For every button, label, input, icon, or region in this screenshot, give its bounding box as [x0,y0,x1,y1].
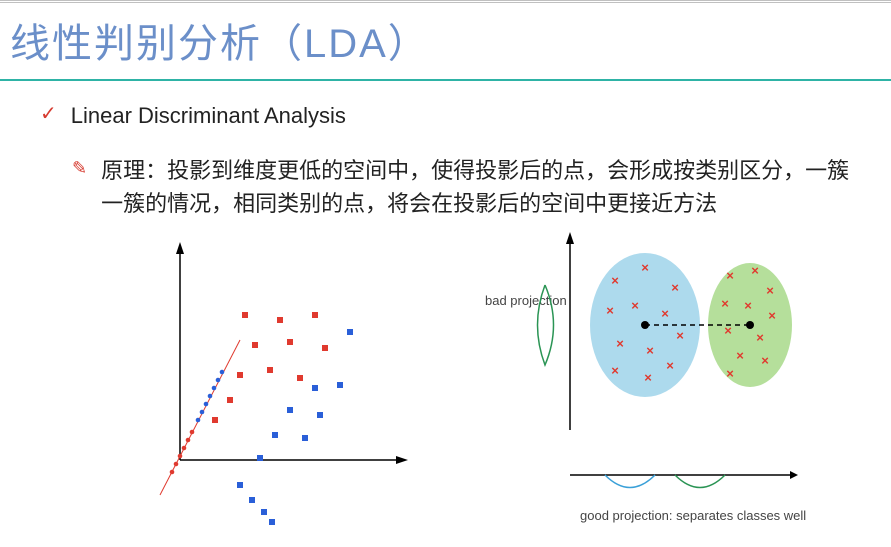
left-scatter-diagram [100,230,440,510]
svg-text:×: × [756,330,764,345]
svg-text:×: × [661,306,669,321]
svg-text:×: × [751,263,759,278]
svg-text:×: × [646,343,654,358]
bullet-2-text: 原理：投影到维度更低的空间中，使得投影后的点，会形成按类别区分，一簇一簇的情况，… [101,154,851,220]
bullet-row-2: ✎ 原理：投影到维度更低的空间中，使得投影后的点，会形成按类别区分，一簇一簇的情… [72,154,851,220]
content-area: ✓ Linear Discriminant Analysis ✎ 原理：投影到维… [0,81,891,530]
svg-text:×: × [611,363,619,378]
svg-text:×: × [766,283,774,298]
bullet-1-text: Linear Discriminant Analysis [71,99,346,132]
svg-text:×: × [671,280,679,295]
bad-projection-label: bad projection [485,293,567,308]
svg-text:×: × [631,298,639,313]
check-icon: ✓ [40,101,57,126]
svg-text:×: × [644,370,652,385]
svg-text:×: × [666,358,674,373]
svg-text:×: × [761,353,769,368]
svg-text:×: × [721,296,729,311]
svg-text:×: × [726,366,734,381]
right-projection-diagram: ×××××××××××× ××××××××××× bad projection … [470,230,850,530]
svg-text:×: × [736,348,744,363]
good-projection-label: good projection: separates classes well [580,508,806,523]
svg-text:×: × [726,268,734,283]
bullet-row-1: ✓ Linear Discriminant Analysis [40,99,851,132]
svg-text:×: × [606,303,614,318]
svg-text:×: × [641,260,649,275]
svg-text:×: × [676,328,684,343]
svg-text:×: × [744,298,752,313]
page-title: 线性判别分析（LDA） [10,11,881,69]
svg-text:×: × [768,308,776,323]
svg-text:×: × [616,336,624,351]
diagrams-row: ×××××××××××× ××××××××××× bad projection … [100,230,851,530]
svg-text:×: × [724,323,732,338]
svg-text:×: × [611,273,619,288]
pencil-icon: ✎ [72,158,87,179]
